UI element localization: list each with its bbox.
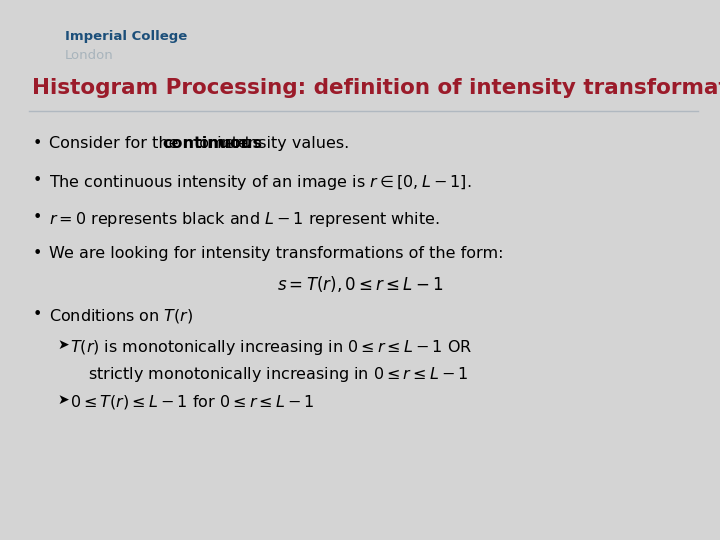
Text: ➤: ➤ — [58, 393, 69, 407]
Text: $s = T(r), 0 \leq r \leq L - 1$: $s = T(r), 0 \leq r \leq L - 1$ — [276, 274, 444, 294]
Text: $0 \leq T(r) \leq L - 1$ for $0 \leq r \leq L - 1$: $0 \leq T(r) \leq L - 1$ for $0 \leq r \… — [70, 393, 315, 411]
Text: Conditions on $T(r)$: Conditions on $T(r)$ — [49, 307, 193, 325]
Text: Imperial College: Imperial College — [65, 30, 187, 43]
Text: Consider for the moment: Consider for the moment — [49, 136, 256, 151]
Text: •: • — [32, 210, 42, 225]
Text: We are looking for intensity transformations of the form:: We are looking for intensity transformat… — [49, 246, 503, 261]
Text: •: • — [32, 246, 42, 261]
Text: continuous: continuous — [162, 136, 262, 151]
Text: •: • — [32, 136, 42, 151]
Text: ➤: ➤ — [58, 338, 69, 352]
Text: The continuous intensity of an image is $r \in [0, L-1]$.: The continuous intensity of an image is … — [49, 173, 472, 192]
Text: Histogram Processing: definition of intensity transformation: Histogram Processing: definition of inte… — [32, 78, 720, 98]
Text: •: • — [32, 173, 42, 188]
Text: intensity values.: intensity values. — [212, 136, 349, 151]
Text: strictly monotonically increasing in $0 \leq r \leq L - 1$: strictly monotonically increasing in $0 … — [88, 365, 468, 384]
Text: $r = 0$ represents black and $L - 1$ represent white.: $r = 0$ represents black and $L - 1$ rep… — [49, 210, 440, 228]
Text: •: • — [32, 307, 42, 322]
Text: London: London — [65, 49, 114, 62]
Text: $T(r)$ is monotonically increasing in $0 \leq r \leq L - 1$ OR: $T(r)$ is monotonically increasing in $0… — [70, 338, 472, 357]
